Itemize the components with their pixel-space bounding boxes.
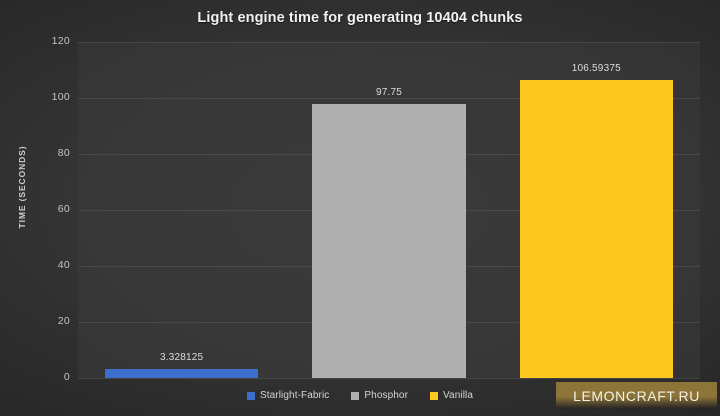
legend-swatch-icon bbox=[351, 391, 360, 400]
bar-value-label: 106.59375 bbox=[571, 62, 621, 74]
bar-vanilla bbox=[519, 79, 674, 378]
legend-label: Vanilla bbox=[443, 390, 473, 401]
chart-legend: Starlight-Fabric Phosphor Vanilla bbox=[0, 390, 720, 401]
y-axis-tick-label: 20 bbox=[57, 315, 70, 327]
legend-item[interactable]: Starlight-Fabric bbox=[247, 390, 329, 401]
y-axis-tick-label: 60 bbox=[57, 203, 70, 215]
watermark-text: LEMONCRAFT.RU bbox=[573, 387, 700, 404]
legend-swatch-icon bbox=[430, 391, 439, 400]
legend-swatch-icon bbox=[247, 391, 255, 400]
bar-phosphor bbox=[312, 104, 466, 378]
y-axis-tick-label: 0 bbox=[63, 371, 70, 383]
gridline bbox=[78, 98, 700, 99]
legend-item[interactable]: Vanilla bbox=[430, 390, 473, 401]
watermark-badge: LEMONCRAFT.RU bbox=[556, 382, 717, 409]
plot-area: 3.328125 97.75 106.59375 bbox=[78, 42, 700, 379]
y-axis-tick-label: 40 bbox=[57, 259, 70, 271]
legend-label: Phosphor bbox=[364, 390, 409, 401]
legend-item[interactable]: Phosphor bbox=[351, 390, 408, 401]
bar-starlight-fabric bbox=[104, 368, 259, 378]
y-axis-tick-label: 80 bbox=[57, 147, 70, 159]
gridline bbox=[78, 378, 700, 379]
y-axis-tick-label: 100 bbox=[51, 91, 70, 103]
legend-label: Starlight-Fabric bbox=[260, 390, 330, 401]
y-axis-tick-label: 120 bbox=[51, 35, 70, 47]
bar-value-label: 97.75 bbox=[375, 87, 402, 99]
y-axis-title: TIME (SECONDS) bbox=[17, 145, 27, 229]
chart-title: Light engine time for generating 10404 c… bbox=[197, 10, 523, 26]
bar-value-label: 3.328125 bbox=[160, 351, 204, 363]
gridline bbox=[78, 42, 700, 43]
